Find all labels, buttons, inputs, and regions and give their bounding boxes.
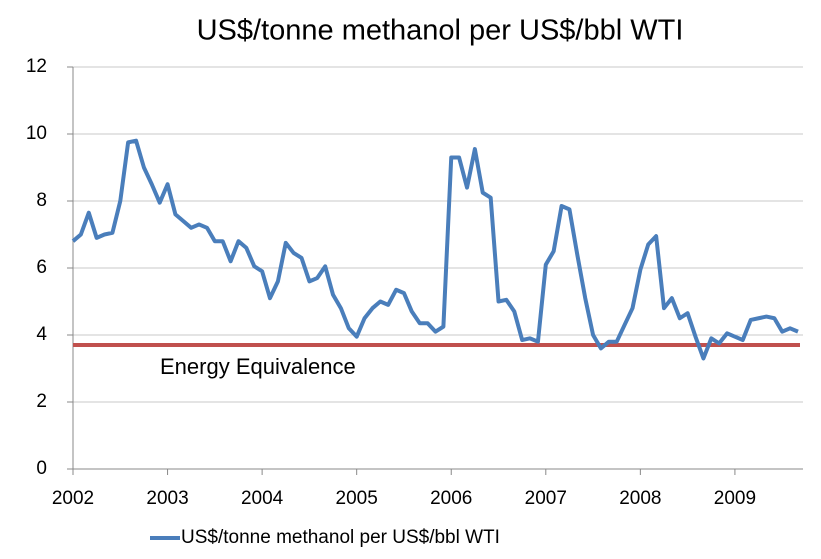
reference-label: Energy Equivalence bbox=[160, 354, 356, 379]
legend-label: US$/tonne methanol per US$/bbl WTI bbox=[181, 527, 500, 548]
y-tick-label: 6 bbox=[36, 257, 47, 278]
chart-title: US$/tonne methanol per US$/bbl WTI bbox=[197, 15, 684, 47]
y-tick-label: 8 bbox=[36, 190, 47, 211]
y-tick-label: 4 bbox=[36, 324, 47, 345]
y-tick-label: 2 bbox=[36, 391, 47, 412]
x-tick-label: 2004 bbox=[241, 488, 284, 509]
x-tick-label: 2006 bbox=[430, 488, 472, 509]
y-tick-label: 12 bbox=[26, 56, 47, 77]
x-tick-label: 2007 bbox=[525, 488, 567, 509]
x-tick-label: 2002 bbox=[52, 488, 94, 509]
x-tick-label: 2005 bbox=[336, 488, 378, 509]
y-tick-label: 0 bbox=[36, 458, 47, 479]
x-tick-label: 2008 bbox=[619, 488, 661, 509]
data-line bbox=[71, 138, 799, 361]
x-tick-label: 2009 bbox=[714, 488, 756, 509]
x-tick-label: 2003 bbox=[146, 488, 188, 509]
y-tick-label: 10 bbox=[26, 123, 47, 144]
